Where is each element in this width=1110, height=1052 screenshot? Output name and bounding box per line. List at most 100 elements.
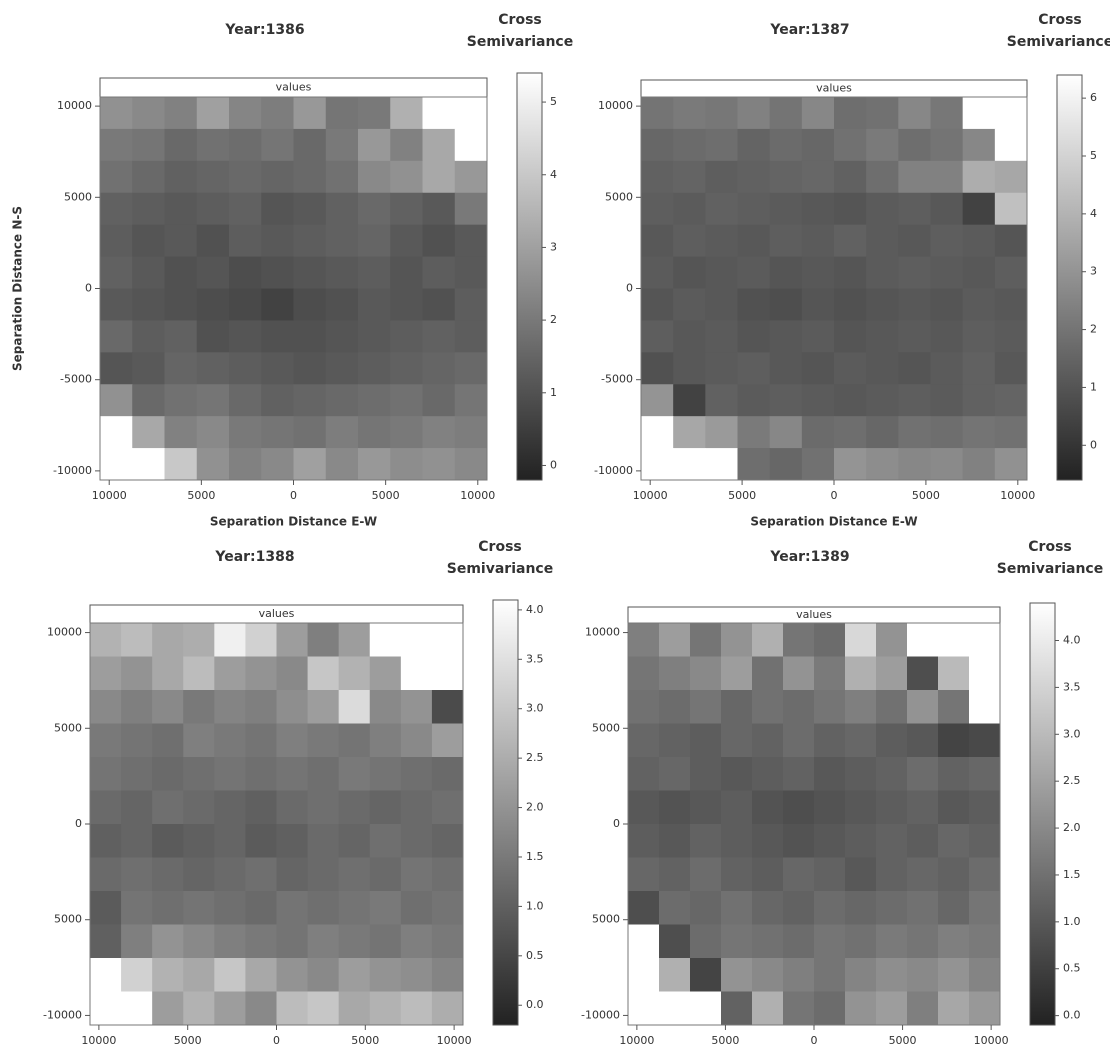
cell [938,991,970,1026]
cell [721,924,753,959]
cell [338,690,371,724]
cell [431,790,464,825]
cell [994,288,1028,321]
cell [876,623,908,657]
cell [721,790,753,825]
cell [261,160,294,194]
cell [400,924,433,959]
cell [690,656,722,691]
cell [994,352,1028,385]
cell [214,857,246,892]
cell [876,757,908,791]
cell [338,824,371,858]
cell [338,757,371,791]
cell [994,448,1028,481]
colorbar-tick-label: 0 [550,458,557,471]
cell [338,958,371,992]
cell [814,757,846,791]
cell [276,958,309,992]
cell [769,448,803,481]
cell [845,991,877,1026]
cell [132,448,165,481]
cell [834,384,867,417]
cell [690,824,722,858]
y-tick-label: -5000 [60,373,92,386]
x-tick-label: 10000 [81,1034,116,1047]
cell [276,723,309,758]
colorbar-tick-label: 3.5 [1063,680,1081,693]
colorbar-tick-label: 6 [1090,91,1097,104]
cell [293,448,327,481]
cell [752,757,784,791]
x-tick-label: 0 [811,1034,818,1047]
cell [659,723,691,758]
cell [245,924,277,959]
cell [293,416,327,449]
cell [705,448,738,481]
cell [214,790,246,825]
cell [164,416,198,449]
cell [400,690,433,724]
colorbar-tick-label: 4.0 [1063,634,1081,647]
cell [814,991,846,1026]
cell [400,991,433,1026]
cell [390,416,423,449]
cell [132,320,165,353]
cell [293,97,327,130]
cell [325,224,359,258]
cell [454,128,488,162]
cell [338,790,371,825]
cell [737,128,771,162]
cell [994,224,1028,258]
cell [930,448,964,481]
y-tick-label: 0 [85,282,92,295]
cell [325,128,359,162]
cell [390,320,423,353]
cell [705,160,738,194]
cell [641,192,674,226]
cell [183,723,215,758]
cell [994,384,1028,417]
cell [783,924,815,959]
cell [969,656,1001,691]
cell [752,656,784,691]
cell [641,416,674,449]
cell [214,656,246,691]
cell [369,723,402,758]
cell [431,757,464,791]
cell [898,97,931,130]
cell [969,690,1001,724]
y-tick-label: 5000 [54,913,82,926]
cell [845,623,877,657]
cell [898,416,931,449]
cell [834,192,867,226]
cell [907,656,939,691]
cell [673,160,706,194]
cell [390,288,423,321]
cell [164,352,198,385]
cell [898,256,931,289]
colorbar-tick-label: 0.5 [526,949,544,962]
cell [214,623,246,657]
y-tick-label: 5000 [592,913,620,926]
cell [769,352,803,385]
cell [962,192,996,226]
cell [196,448,230,481]
cell [673,128,706,162]
cell [969,790,1001,825]
strip-label: values [259,607,295,620]
cell [737,448,771,481]
cell [132,416,165,449]
cell [183,857,215,892]
cell [196,256,230,289]
cell [307,824,340,858]
cell [183,891,215,925]
cell [769,320,803,353]
cell [90,623,122,657]
cell [783,857,815,892]
cell [422,192,456,226]
cell [690,857,722,892]
cell [293,192,327,226]
cell [969,958,1001,992]
